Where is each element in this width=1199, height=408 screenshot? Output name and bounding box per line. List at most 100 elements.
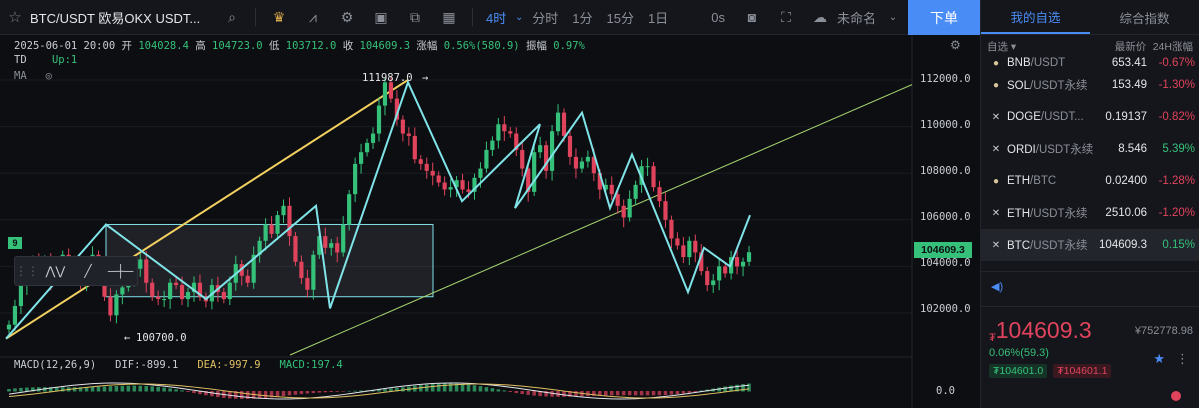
wave-tool-icon[interactable]: ⋀⋁: [45, 264, 66, 278]
chevron-down-icon[interactable]: ⌄: [888, 11, 898, 23]
order-button[interactable]: 下单: [908, 0, 980, 35]
trendline-tool-icon[interactable]: ╱: [84, 264, 92, 278]
macd-bar: [466, 384, 471, 392]
macd-bar: [741, 384, 745, 392]
star-icon[interactable]: ☆: [8, 9, 22, 26]
amplitude-value: 0.97%: [553, 40, 585, 52]
chevron-down-icon[interactable]: ⌄: [515, 11, 524, 23]
macd-bar: [484, 387, 489, 392]
image-icon[interactable]: ▣: [374, 8, 388, 25]
macd-bar: [156, 386, 160, 392]
list-item[interactable]: ✕ DOGE/USDT... 0.19137 -0.82%: [981, 101, 1199, 133]
macd-bar: [174, 389, 178, 392]
candle-body: [699, 252, 704, 272]
macd-bar: [395, 387, 399, 392]
cloud-icon[interactable]: ☁: [812, 8, 827, 25]
candle-body: [382, 82, 388, 106]
fullscreen-icon[interactable]: ⛶: [781, 8, 791, 25]
list-item[interactable]: ✕ ORDI/USDT永续 8.546 5.39%: [981, 133, 1199, 165]
speaker-icon[interactable]: ◀): [991, 281, 1004, 293]
coin-icon: ●: [992, 175, 1000, 187]
list-item[interactable]: ● ETH/BTC 0.02400 -1.28%: [981, 165, 1199, 197]
macd-legend[interactable]: MACD(12,26,9) DIF:-899.1 DEA:-997.9 MACD…: [14, 359, 343, 371]
symbol-selector[interactable]: BTC/USDT 欧易OKX USDT...: [30, 10, 201, 26]
macd-bar: [460, 384, 465, 392]
candle-body: [293, 236, 298, 262]
candle-body: [669, 219, 674, 239]
horizontal-line-tool-icon[interactable]: ─┼─: [107, 264, 134, 278]
search-icon[interactable]: ⌕: [228, 8, 236, 25]
watchlist: ● BNB/USDT 653.41 -0.67% ● SOL/USDT永续 15…: [981, 57, 1199, 271]
macd-bar: [7, 389, 11, 392]
td-indicator-legend[interactable]: TD Up:1: [14, 54, 77, 66]
candlestick-chart[interactable]: [0, 35, 980, 408]
list-item[interactable]: ● BNB/USDT 653.41 -0.67%: [981, 57, 1199, 69]
candle-body: [287, 205, 292, 237]
candle-body: [687, 240, 692, 258]
volume-toggle[interactable]: ◀): [981, 271, 1199, 307]
ma-indicator-legend[interactable]: MA ◎: [14, 70, 52, 82]
column-header-price[interactable]: 最新价: [1114, 40, 1147, 53]
macd-bar: [138, 385, 143, 392]
macd-bar: [114, 385, 119, 392]
indicator-icon[interactable]: ⩘: [309, 8, 317, 25]
zero-seconds-toggle[interactable]: 0s: [711, 9, 725, 25]
column-header-name[interactable]: 自选 ▾: [987, 40, 1017, 53]
open-label: 开: [121, 40, 132, 52]
macd-bar: [472, 385, 477, 392]
favorite-star-icon[interactable]: ★: [1153, 351, 1165, 366]
candle-body: [197, 282, 203, 297]
candle-body: [472, 177, 477, 192]
macd-bar: [192, 391, 196, 394]
candle-body: [221, 292, 226, 300]
exchange-x-icon: ✕: [991, 143, 1001, 155]
list-item[interactable]: ✕ BTC/USDT永续 104609.3 0.15%: [981, 229, 1199, 261]
macd-dea: DEA:-997.9: [197, 359, 261, 371]
tab-my-watchlist[interactable]: 我的自选: [981, 0, 1090, 34]
macd-bar: [341, 391, 345, 392]
candle-body: [663, 201, 668, 220]
crown-icon[interactable]: ♛: [272, 8, 286, 25]
macd-value: MACD:197.4: [279, 359, 343, 371]
interval-timeline[interactable]: 分时: [532, 10, 559, 26]
drawing-toolbar[interactable]: ⋮⋮ ⋀⋁ ╱ ─┼─: [14, 256, 138, 286]
candle-body: [275, 215, 280, 234]
macd-bar: [25, 387, 29, 392]
price-chart[interactable]: 2025-06-01 20:00 开 104028.4 高 104723.0 低…: [0, 35, 980, 408]
macd-bar: [377, 389, 381, 392]
macd-bar: [48, 387, 53, 392]
bid-price[interactable]: ₮104601.0: [989, 364, 1048, 378]
eye-off-icon[interactable]: ◎: [45, 70, 52, 82]
macd-bar: [538, 391, 542, 397]
tab-composite-index[interactable]: 综合指数: [1119, 11, 1170, 26]
candle-body: [555, 112, 561, 132]
table-icon[interactable]: ▦: [442, 8, 456, 25]
interval-1d[interactable]: 1日: [647, 10, 669, 26]
camera-icon[interactable]: ◙: [747, 9, 757, 25]
macd-bar: [168, 388, 172, 392]
ask-price[interactable]: ₮104601.1: [1053, 364, 1112, 378]
list-item[interactable]: ✕ ETH/USDT永续 2510.06 -1.20%: [981, 197, 1199, 229]
drag-handle-icon[interactable]: ⋮⋮: [15, 264, 39, 278]
td-count-badge: 9: [8, 237, 22, 249]
macd-bar: [275, 391, 280, 397]
candle-body: [227, 282, 232, 300]
candle-body: [561, 112, 567, 136]
interval-15m[interactable]: 15分: [606, 10, 634, 26]
chart-settings-icon[interactable]: ⚙: [950, 38, 961, 52]
more-options-icon[interactable]: ⋮: [1176, 351, 1189, 366]
column-header-change[interactable]: 24H涨幅: [1152, 40, 1193, 53]
copy-icon[interactable]: ⧉: [410, 8, 420, 25]
change-value: 0.56%(580.9): [443, 40, 520, 52]
alert-indicator-icon[interactable]: [1171, 391, 1181, 401]
list-item[interactable]: ● SOL/USDT永续 153.49 -1.30%: [981, 69, 1199, 101]
macd-bar: [132, 385, 137, 392]
candle-body: [454, 180, 459, 188]
macd-bar: [574, 391, 578, 397]
gear-icon[interactable]: ⚙: [340, 8, 354, 25]
candle-body: [245, 275, 250, 283]
interval-4h[interactable]: 4时: [486, 10, 507, 26]
layout-name[interactable]: 未命名: [836, 10, 876, 26]
interval-1m[interactable]: 1分: [572, 10, 593, 26]
candle-body: [436, 175, 441, 183]
